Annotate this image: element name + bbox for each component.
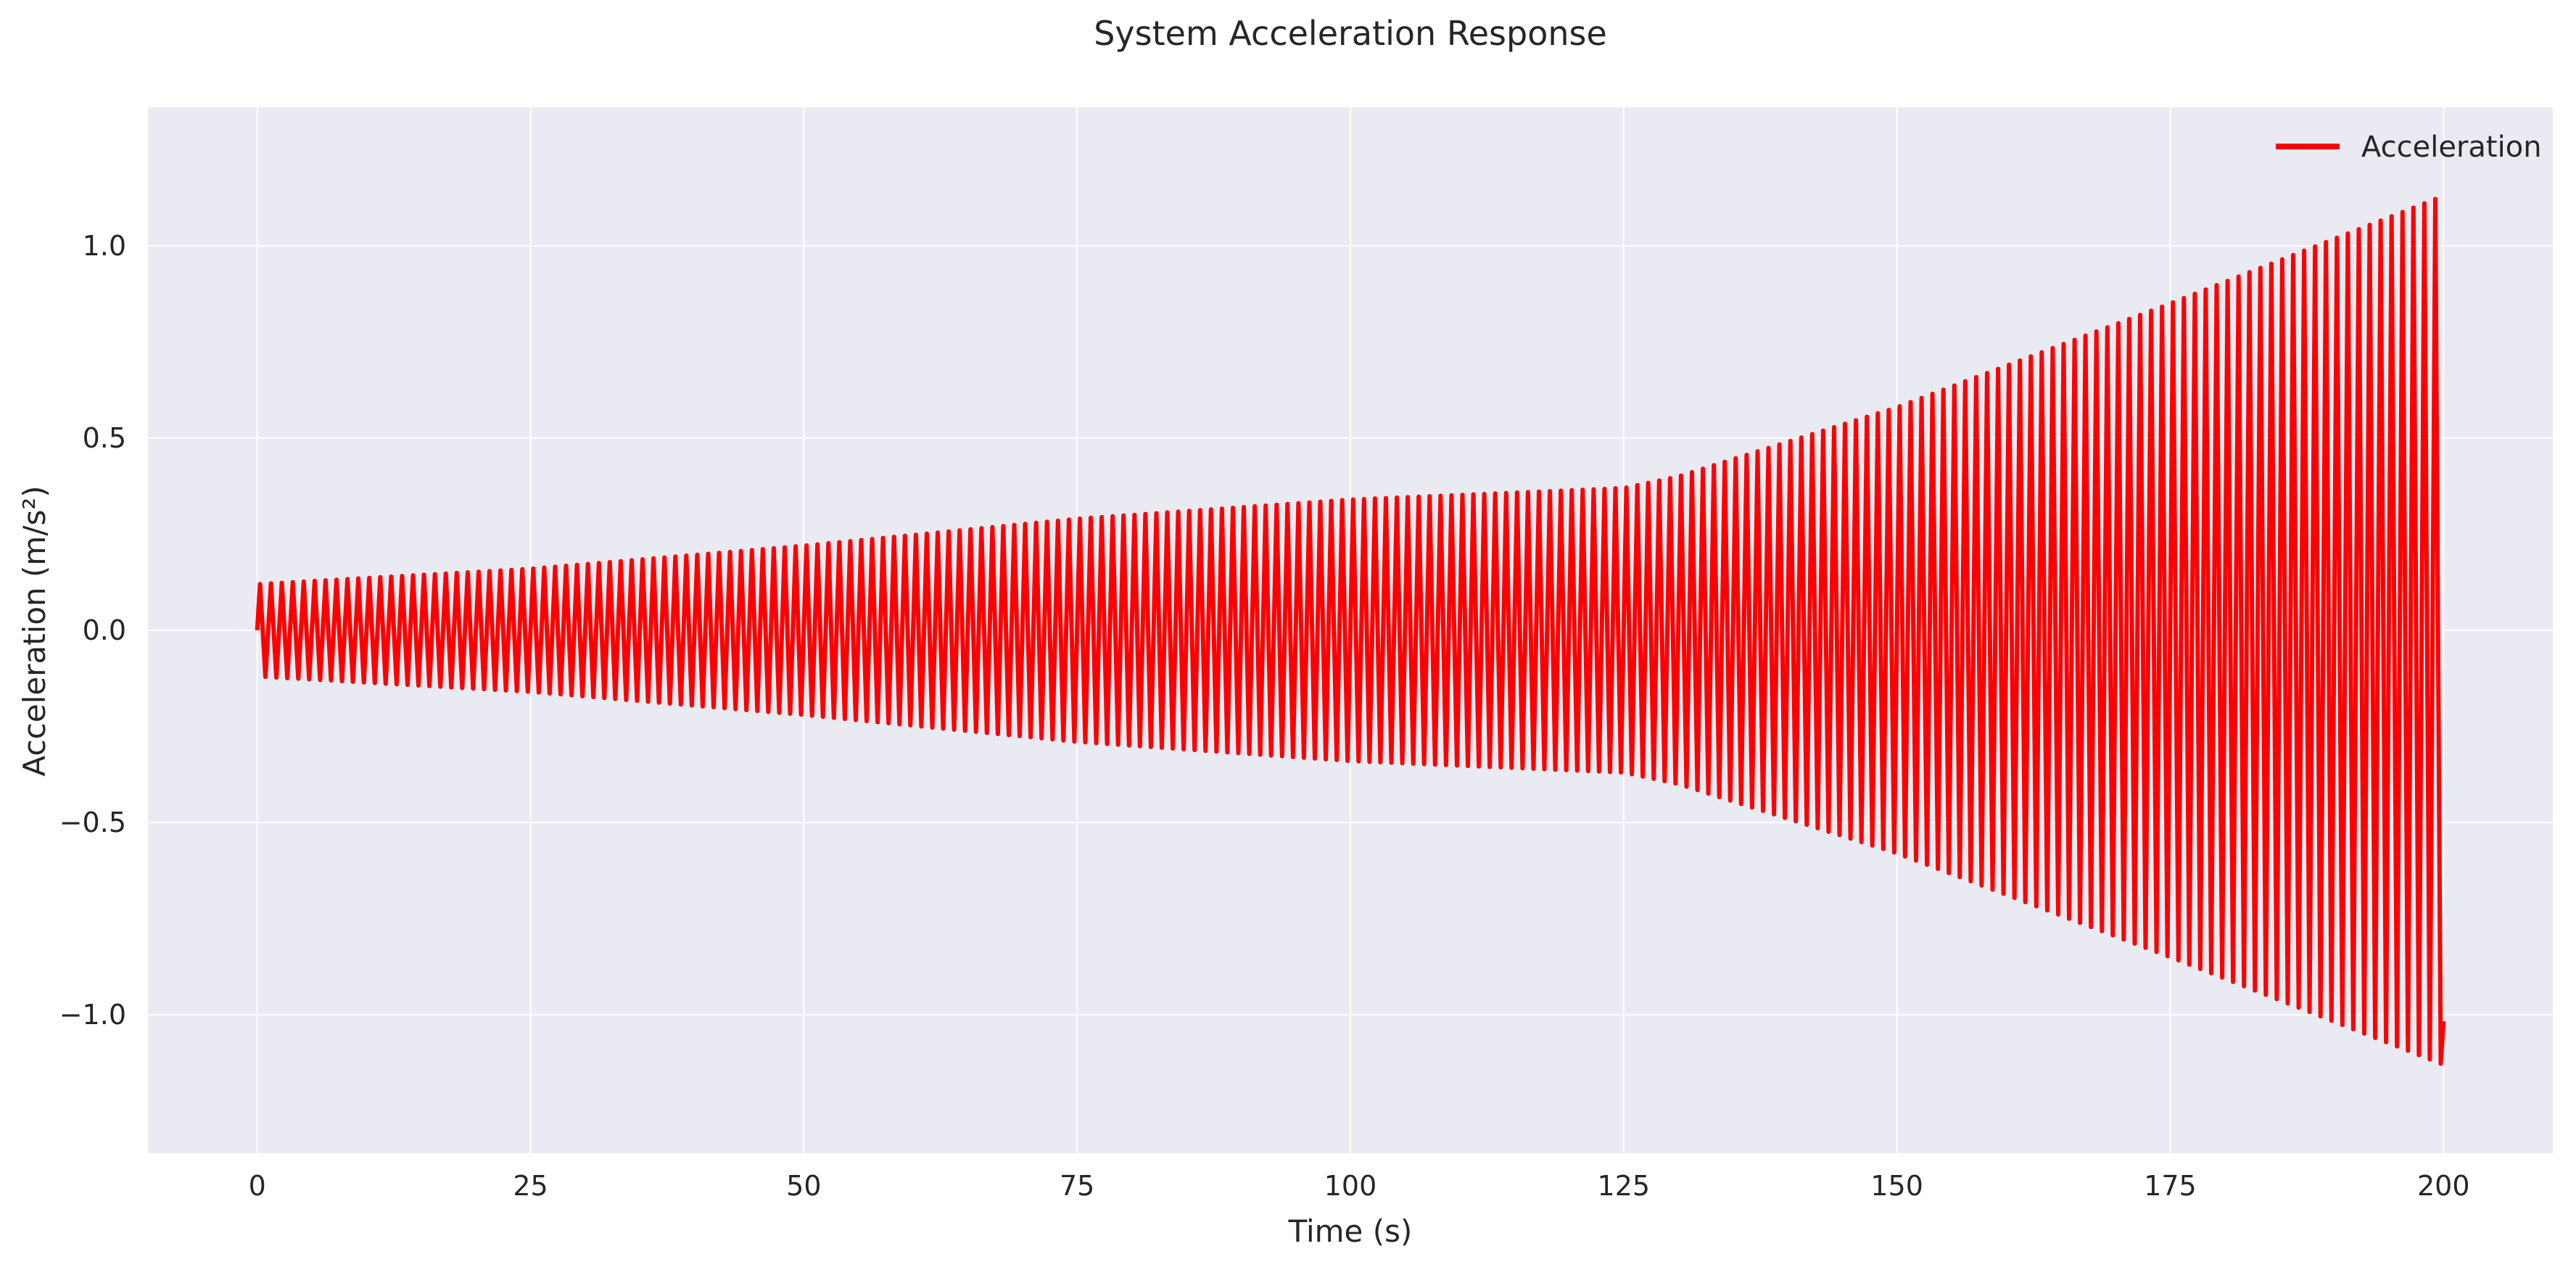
x-tick-label: 25 [513,1170,548,1202]
y-tick-label: −1.0 [59,999,126,1031]
x-tick-label: 75 [1060,1170,1094,1202]
legend-label-acceleration: Acceleration [2361,131,2542,164]
y-tick-label: 1.0 [83,230,126,262]
y-axis-label: Acceleration (m/s²) [17,486,52,777]
chart-title: System Acceleration Response [1094,14,1607,53]
x-axis-ticks: 0 25 50 75 100 125 150 175 200 [249,1170,2470,1202]
y-tick-label: −0.5 [59,807,126,838]
x-axis-label: Time (s) [1288,1213,1413,1249]
x-tick-label: 50 [786,1170,821,1202]
series-layer [255,197,2446,1066]
legend: Acceleration [2276,131,2542,164]
grid-lines [148,107,2553,1153]
series-line-acceleration [255,197,2446,1066]
x-tick-label: 150 [1870,1170,1923,1202]
x-tick-label: 0 [249,1170,266,1202]
x-tick-label: 125 [1598,1170,1651,1202]
x-tick-label: 200 [2417,1170,2470,1202]
y-tick-label: 0.0 [83,614,126,646]
x-tick-label: 175 [2144,1170,2197,1202]
y-axis-ticks: −1.0 −0.5 0.0 0.5 1.0 [59,230,126,1031]
y-tick-label: 0.5 [83,422,126,454]
x-tick-label: 100 [1324,1170,1377,1202]
